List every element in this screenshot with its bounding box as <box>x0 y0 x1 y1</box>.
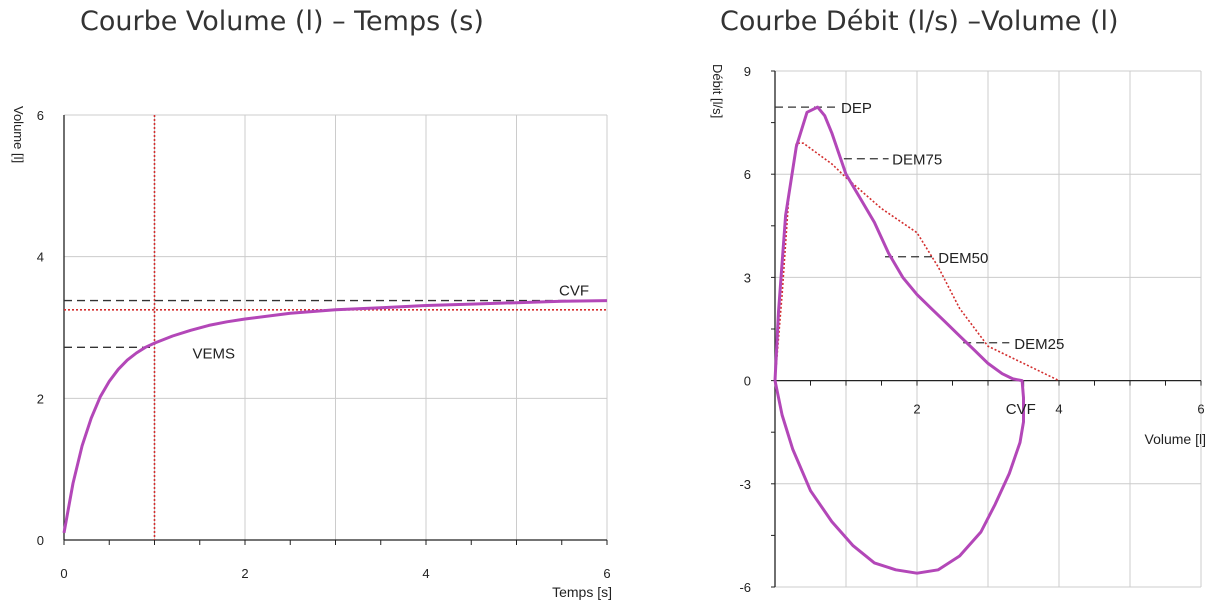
left-y-tick-label: 2 <box>37 391 44 406</box>
right-y-tick-label: 3 <box>744 270 751 285</box>
dem75-label: DEM75 <box>892 152 942 169</box>
left-x-tick-label: 0 <box>60 566 67 581</box>
flow-volume-loop <box>773 105 1025 575</box>
left-x-tick-label: 4 <box>422 566 429 581</box>
left-y-axis-label: Volume [l] <box>11 106 26 163</box>
volume-time-curve <box>62 299 608 534</box>
dem50-label: DEM50 <box>938 250 988 267</box>
right-chart-title: Courbe Débit (l/s) –Volume (l) <box>720 6 1119 37</box>
dem25-label: DEM25 <box>1014 336 1064 353</box>
right-x-tick-label: 2 <box>913 402 920 417</box>
right-y-axis-label: Débit [l/s] <box>710 64 725 118</box>
right-y-tick-label: 6 <box>744 167 751 182</box>
right-x-tick-label: 4 <box>1055 402 1062 417</box>
left-x-tick-label: 6 <box>603 566 610 581</box>
right-x-tick-label: 6 <box>1197 402 1204 417</box>
right-y-tick-label: -3 <box>739 477 751 492</box>
cvf-label-left: CVF <box>559 283 589 300</box>
dep-label: DEP <box>841 100 872 117</box>
left-y-tick-label: 0 <box>37 533 44 548</box>
vems-label: VEMS <box>193 345 236 362</box>
right-y-tick-label: 9 <box>744 64 751 79</box>
right-y-tick-label: 0 <box>744 374 751 389</box>
left-x-axis-label: Temps [s] <box>552 584 612 600</box>
cvf-label-right: CVF <box>1006 401 1036 418</box>
left-y-tick-label: 6 <box>37 108 44 123</box>
right-x-axis-label: Volume [l] <box>1145 431 1206 447</box>
left-chart-title: Courbe Volume (l) – Temps (s) <box>80 6 484 37</box>
left-y-tick-label: 4 <box>37 250 44 265</box>
right-y-tick-label: -6 <box>739 580 751 595</box>
left-x-tick-label: 2 <box>241 566 248 581</box>
